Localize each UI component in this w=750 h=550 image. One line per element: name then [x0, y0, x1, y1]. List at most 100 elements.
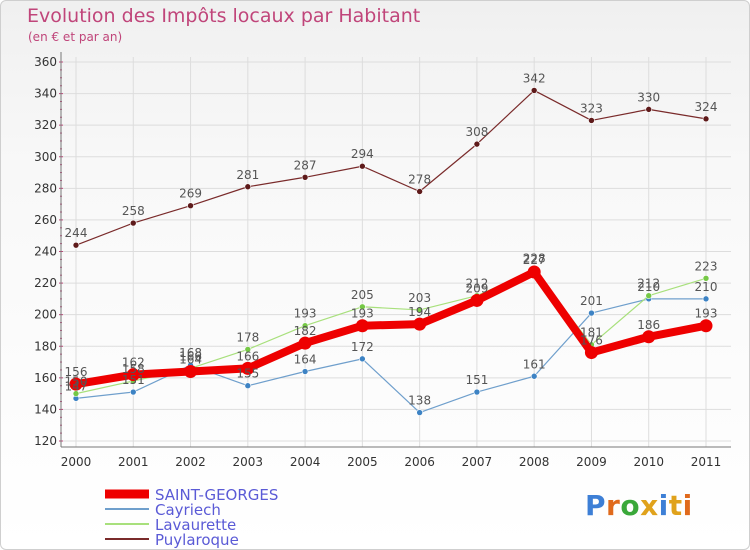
data-point [184, 365, 198, 379]
data-point [527, 265, 541, 279]
data-label: 162 [122, 356, 145, 370]
data-point [530, 372, 538, 380]
data-label: 186 [637, 318, 660, 332]
series-line-saint-georges [72, 268, 710, 389]
data-point [530, 87, 538, 94]
data-point [416, 409, 423, 416]
x-tick-label: 2007 [462, 455, 493, 469]
x-tick-label: 2010 [633, 455, 664, 469]
data-label: 168 [179, 346, 202, 360]
y-tick-label: 300 [34, 150, 57, 164]
logo-letter: x [640, 489, 659, 522]
data-label: 210 [637, 280, 660, 294]
data-label: 155 [236, 367, 259, 381]
data-label: 156 [65, 365, 88, 379]
data-label: 287 [294, 158, 317, 172]
data-label: 166 [179, 349, 202, 363]
data-point [645, 292, 653, 300]
x-tick-label: 2009 [576, 455, 607, 469]
legend-label: Puylaroque [155, 531, 239, 549]
data-point [244, 346, 252, 353]
y-tick-label: 320 [34, 118, 57, 132]
data-point [129, 219, 137, 227]
data-point [702, 295, 710, 303]
x-tick-label: 2005 [347, 455, 378, 469]
legend-label: Cayriech [155, 501, 221, 519]
y-tick-label: 360 [34, 55, 57, 69]
data-point [416, 188, 423, 195]
logo-letter: P [585, 489, 607, 522]
logo-letter: i [682, 489, 693, 522]
data-label: 138 [408, 394, 431, 408]
data-point [298, 336, 312, 350]
series-line-puylaroque [75, 89, 707, 246]
y-tick-label: 200 [34, 308, 57, 322]
data-point [359, 162, 366, 170]
legend-label: Lavaurette [155, 516, 236, 534]
data-label: 193 [294, 307, 317, 321]
data-point [702, 275, 710, 282]
y-tick-label: 160 [34, 371, 57, 385]
data-label: 342 [523, 71, 546, 85]
data-label: 166 [236, 349, 259, 363]
data-label: 209 [465, 281, 488, 295]
data-point [301, 322, 309, 330]
data-point [244, 183, 252, 191]
data-label: 150 [65, 375, 88, 389]
data-label: 151 [122, 373, 145, 387]
legend-label: SAINT-GEORGES [155, 486, 278, 504]
y-tick-label: 260 [34, 213, 57, 227]
x-tick-label: 2003 [233, 455, 264, 469]
data-label: 278 [408, 172, 431, 186]
data-label: 244 [65, 226, 88, 240]
data-label: 308 [465, 125, 488, 139]
data-point [69, 377, 83, 391]
data-point [413, 317, 427, 331]
data-point [642, 330, 656, 344]
data-label: 228 [523, 251, 546, 265]
x-tick-label: 2006 [404, 455, 435, 469]
data-label: 193 [351, 307, 374, 321]
data-point [241, 361, 255, 375]
x-tick-label: 2004 [290, 455, 321, 469]
data-label: 176 [580, 334, 603, 348]
y-tick-label: 220 [34, 276, 57, 290]
data-label: 269 [179, 187, 202, 201]
data-label: 147 [65, 379, 88, 393]
data-point [301, 368, 309, 375]
y-tick-label: 180 [34, 339, 57, 353]
data-point [126, 368, 140, 382]
logo-letter: o [620, 489, 641, 522]
data-label: 193 [695, 307, 718, 321]
series-line-cayriech [75, 298, 707, 414]
x-tick-label: 2001 [118, 455, 149, 469]
data-point [473, 388, 481, 396]
data-point [355, 319, 369, 333]
x-tick-label: 2008 [519, 455, 550, 469]
data-label: 212 [637, 277, 660, 291]
data-label: 182 [294, 324, 317, 338]
data-point [416, 306, 423, 314]
data-point [473, 140, 481, 148]
data-point [187, 202, 194, 210]
x-tick-label: 2002 [175, 455, 206, 469]
data-point [588, 117, 595, 124]
data-point [359, 303, 366, 311]
data-label: 151 [465, 373, 488, 387]
data-label: 330 [637, 90, 660, 104]
data-point [470, 293, 484, 307]
logo-letter: i [658, 489, 669, 522]
data-label: 212 [465, 277, 488, 291]
chart-subtitle: (en € et par an) [28, 30, 123, 44]
data-label: 178 [236, 330, 259, 344]
data-label: 181 [580, 326, 603, 340]
logo-letter: t [668, 489, 683, 522]
x-tick-label: 2011 [691, 455, 722, 469]
data-label: 210 [695, 280, 718, 294]
y-tick-label: 280 [34, 181, 57, 195]
data-point [584, 346, 598, 360]
data-point [129, 388, 137, 396]
data-label: 172 [351, 340, 374, 354]
